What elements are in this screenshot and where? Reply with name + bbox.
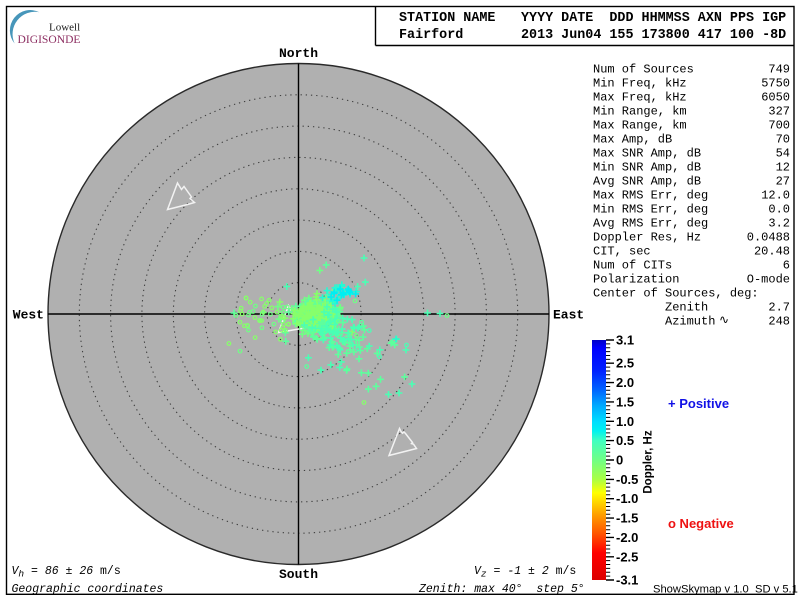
svg-text:South: South bbox=[279, 567, 318, 582]
svg-text:Doppler, Hz: Doppler, Hz bbox=[643, 430, 655, 494]
svg-text:STATION NAME: STATION NAME bbox=[399, 11, 495, 26]
svg-text:Avg RMS Err, deg: Avg RMS Err, deg bbox=[593, 216, 708, 230]
svg-text:Doppler Res, Hz: Doppler Res, Hz bbox=[593, 230, 701, 244]
svg-text:3.1: 3.1 bbox=[616, 333, 634, 348]
svg-text:Lowell: Lowell bbox=[49, 22, 80, 34]
svg-text:Vh = 86 ± 26 m/s: Vh = 86 ± 26 m/s bbox=[12, 565, 121, 580]
svg-text:YYYY DATE DDD HHMMSS AXN PPS: YYYY DATE DDD HHMMSS AXN PPS IGP bbox=[521, 11, 786, 26]
svg-text:Vz = -1 ± 2 m/s: Vz = -1 ± 2 m/s bbox=[474, 565, 576, 580]
svg-text:-3.1: -3.1 bbox=[616, 573, 638, 588]
svg-text:12.0: 12.0 bbox=[761, 188, 790, 202]
svg-text:Zenith: Zenith bbox=[665, 300, 708, 314]
svg-text:2.7: 2.7 bbox=[768, 300, 790, 314]
svg-text:1.5: 1.5 bbox=[616, 394, 634, 409]
svg-text:Num of Sources: Num of Sources bbox=[593, 62, 694, 76]
svg-text:East: East bbox=[553, 308, 584, 323]
svg-text:Polarization: Polarization bbox=[593, 272, 679, 286]
svg-text:Fairford: Fairford bbox=[399, 28, 463, 43]
svg-text:Avg SNR Amp, dB: Avg SNR Amp, dB bbox=[593, 174, 701, 188]
svg-text:Max Range, km: Max Range, km bbox=[593, 118, 687, 132]
svg-text:Max SNR Amp, dB: Max SNR Amp, dB bbox=[593, 146, 701, 160]
svg-text:248: 248 bbox=[768, 314, 790, 328]
svg-text:70: 70 bbox=[776, 132, 790, 146]
svg-text:12: 12 bbox=[776, 160, 790, 174]
svg-text:5750: 5750 bbox=[761, 76, 790, 90]
svg-text:2.0: 2.0 bbox=[616, 375, 634, 390]
svg-text:+ Positive: + Positive bbox=[668, 396, 729, 411]
svg-text:Center of Sources, deg:: Center of Sources, deg: bbox=[593, 286, 759, 300]
svg-text:Azimuth: Azimuth bbox=[665, 314, 715, 328]
svg-text:27: 27 bbox=[776, 174, 790, 188]
svg-text:-0.5: -0.5 bbox=[616, 472, 638, 487]
svg-text:CIT, sec: CIT, sec bbox=[593, 244, 651, 258]
svg-text:6: 6 bbox=[783, 258, 790, 272]
svg-text:2.5: 2.5 bbox=[616, 356, 634, 371]
svg-text:-2.0: -2.0 bbox=[616, 530, 638, 545]
svg-text:∿: ∿ bbox=[719, 313, 729, 327]
svg-text:O-mode: O-mode bbox=[747, 272, 790, 286]
svg-text:Min SNR Amp, dB: Min SNR Amp, dB bbox=[593, 160, 701, 174]
svg-text:2013 Jun04 155 173800 417 100: 2013 Jun04 155 173800 417 100 -8D bbox=[521, 28, 786, 43]
svg-text:o Negative: o Negative bbox=[668, 516, 734, 531]
svg-text:Min Range, km: Min Range, km bbox=[593, 104, 687, 118]
svg-text:ShowSkymap v 1.0 SD v 5.1: ShowSkymap v 1.0 SD v 5.1 bbox=[653, 584, 798, 596]
svg-text:749: 749 bbox=[768, 62, 790, 76]
svg-text:Geographic coordinates: Geographic coordinates bbox=[12, 583, 164, 596]
svg-text:West: West bbox=[13, 308, 44, 323]
svg-text:Min RMS Err, deg: Min RMS Err, deg bbox=[593, 202, 708, 216]
svg-text:0.5: 0.5 bbox=[616, 433, 634, 448]
svg-text:0.0488: 0.0488 bbox=[747, 230, 790, 244]
svg-text:-1.5: -1.5 bbox=[616, 511, 638, 526]
svg-text:North: North bbox=[279, 46, 318, 61]
svg-text:0.0: 0.0 bbox=[768, 202, 790, 216]
svg-text:Num of CITs: Num of CITs bbox=[593, 258, 672, 272]
svg-text:Max RMS Err, deg: Max RMS Err, deg bbox=[593, 188, 708, 202]
svg-text:-2.5: -2.5 bbox=[616, 549, 638, 564]
svg-text:DIGISONDE: DIGISONDE bbox=[18, 32, 81, 46]
svg-text:327: 327 bbox=[768, 104, 790, 118]
svg-text:Zenith: max 40° step 5°: Zenith: max 40° step 5° bbox=[418, 583, 585, 596]
svg-text:1.0: 1.0 bbox=[616, 414, 634, 429]
svg-text:3.2: 3.2 bbox=[768, 216, 790, 230]
svg-text:Max Freq, kHz: Max Freq, kHz bbox=[593, 90, 687, 104]
svg-text:Max Amp, dB: Max Amp, dB bbox=[593, 132, 672, 146]
svg-text:20.48: 20.48 bbox=[754, 244, 790, 258]
svg-text:6050: 6050 bbox=[761, 90, 790, 104]
svg-text:-1.0: -1.0 bbox=[616, 491, 638, 506]
svg-text:700: 700 bbox=[768, 118, 790, 132]
svg-text:0: 0 bbox=[616, 453, 623, 468]
svg-text:Min Freq, kHz: Min Freq, kHz bbox=[593, 76, 687, 90]
svg-text:54: 54 bbox=[776, 146, 790, 160]
